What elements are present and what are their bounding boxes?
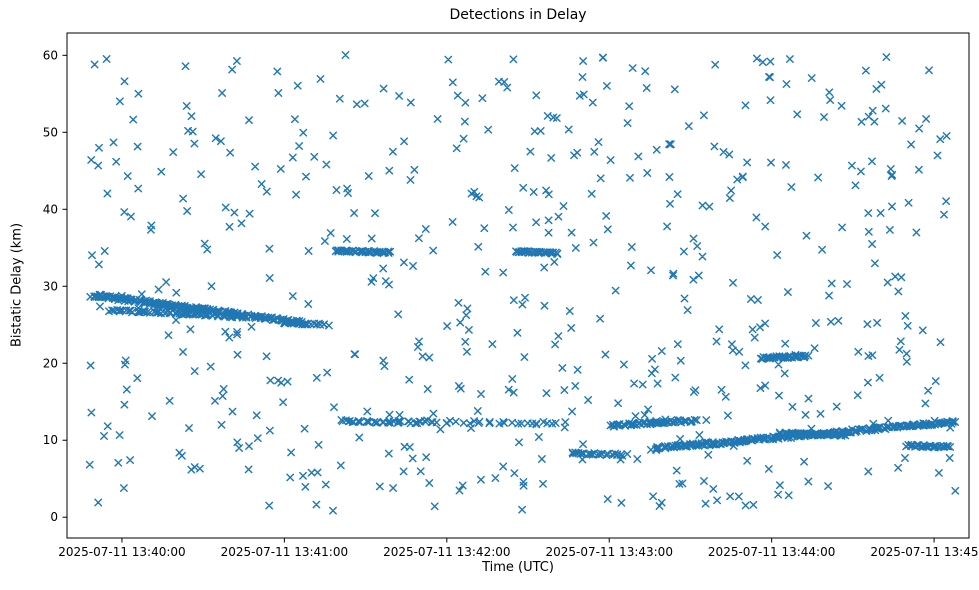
scatter-points	[85, 51, 960, 515]
x-tick-label: 2025-07-11 13:44:00	[708, 545, 835, 559]
y-axis-label: Bistatic Delay (km)	[9, 222, 25, 348]
y-tick-label: 0	[50, 510, 58, 524]
chart-title: Detections in Delay	[449, 7, 587, 23]
y-tick-label: 60	[43, 48, 58, 62]
x-tick-label: 2025-07-11 13:43:00	[546, 545, 673, 559]
x-axis-label: Time (UTC)	[482, 560, 554, 575]
x-tick-label: 2025-07-11 13:40:00	[58, 545, 185, 559]
y-tick-label: 10	[43, 433, 58, 447]
x-tick-label: 2025-07-11 13:42:00	[383, 545, 510, 559]
axes-frame	[66, 32, 970, 539]
x-tick-label: 2025-07-11 13:45:00	[870, 545, 979, 559]
y-tick-label: 30	[43, 279, 58, 293]
y-tick-label: 40	[43, 202, 58, 216]
y-tick-label: 20	[43, 356, 58, 370]
y-tick-label: 50	[43, 125, 58, 139]
x-tick-label: 2025-07-11 13:41:00	[221, 545, 348, 559]
